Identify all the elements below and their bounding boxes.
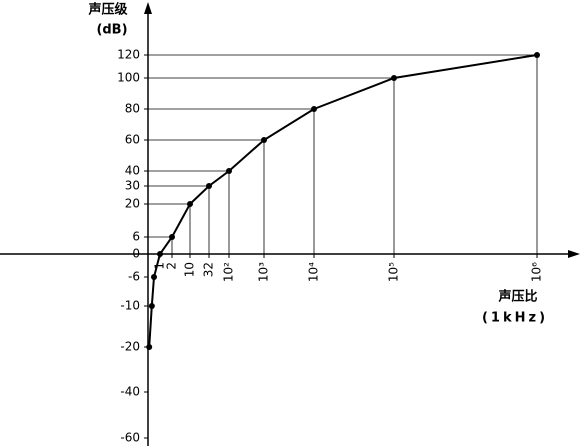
x-tick-label: 1 xyxy=(153,262,167,270)
x-tick-label: 10⁵ xyxy=(387,262,401,282)
point xyxy=(187,201,193,207)
point xyxy=(206,183,212,189)
x-axis-unit: (1kHz) xyxy=(482,311,548,326)
y-tick-label: -60 xyxy=(120,431,140,445)
y-axis-arrow xyxy=(144,2,152,14)
y-tick-label: 60 xyxy=(125,133,140,147)
x-tick-label: 10⁶ xyxy=(530,262,544,282)
y-axis-label: 声压级 xyxy=(87,2,128,18)
y-axis-unit: (dB) xyxy=(96,23,127,38)
y-tick-label: 80 xyxy=(125,102,140,116)
point xyxy=(226,168,232,174)
y-tick-label: 6 xyxy=(132,230,140,244)
y-tick-label: 0 xyxy=(132,247,140,261)
x-tick-label: 10⁴ xyxy=(307,262,321,282)
point xyxy=(391,75,397,81)
x-tick-label: 10³ xyxy=(257,262,271,282)
y-tick-label: 100 xyxy=(117,71,140,85)
y-tick-label: -6 xyxy=(128,270,140,284)
y-tick-label: 30 xyxy=(125,179,140,193)
x-tick-label: 10 xyxy=(183,262,197,277)
y-tick-label: 120 xyxy=(117,48,140,62)
x-tick-label: 10² xyxy=(222,262,236,282)
y-tick-label: -20 xyxy=(120,340,140,354)
x-axis-arrow xyxy=(568,250,580,258)
point xyxy=(151,274,157,280)
y-tick-label: -10 xyxy=(120,299,140,313)
y-tick-label: 40 xyxy=(125,164,140,178)
point xyxy=(534,52,540,58)
point xyxy=(157,251,163,257)
x-tick-label: 2 xyxy=(165,262,179,270)
point xyxy=(311,106,317,112)
x-tick-label: 32 xyxy=(202,262,216,277)
point xyxy=(148,303,155,309)
y-tick-label: 20 xyxy=(125,197,140,211)
x-axis-label: 声压比 xyxy=(497,289,537,305)
point xyxy=(169,234,175,240)
y-tick-label: -40 xyxy=(120,385,140,399)
point xyxy=(146,344,153,350)
curve xyxy=(148,54,538,348)
point xyxy=(261,137,267,143)
